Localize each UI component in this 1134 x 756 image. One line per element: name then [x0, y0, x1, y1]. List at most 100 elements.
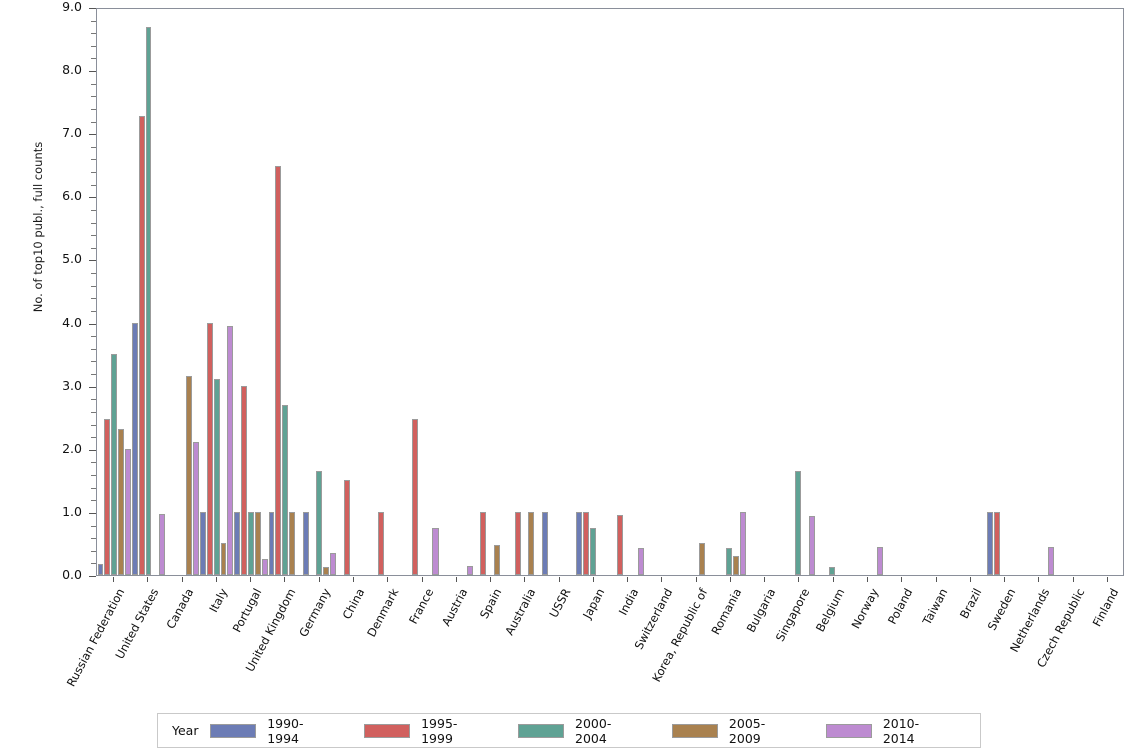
bar-group: [884, 9, 918, 575]
legend-label: 2010-2014: [882, 715, 920, 746]
bar[interactable]: [494, 545, 501, 575]
legend-color-swatch: [364, 723, 411, 738]
y-tick-mark: [91, 538, 96, 540]
x-tick: [850, 577, 884, 583]
y-tick-mark: [89, 260, 96, 262]
bar[interactable]: [986, 511, 993, 575]
bar[interactable]: [200, 511, 206, 575]
bar[interactable]: [412, 418, 419, 575]
x-tick-mark: [627, 577, 629, 582]
bar[interactable]: [432, 527, 439, 575]
bar[interactable]: [227, 325, 234, 575]
bar[interactable]: [316, 470, 323, 575]
x-tick: [336, 577, 370, 583]
y-tick-mark: [91, 285, 96, 287]
x-tick-mark: [1038, 577, 1040, 582]
bar[interactable]: [158, 514, 165, 575]
bar[interactable]: [220, 543, 227, 575]
bar[interactable]: [185, 376, 193, 575]
y-tick-mark: [91, 310, 96, 312]
x-tick-mark: [764, 577, 766, 582]
legend-entry[interactable]: 2010-2014: [826, 716, 970, 746]
bar-group: [781, 9, 815, 575]
y-tick-mark: [91, 45, 96, 47]
x-tick: [439, 577, 473, 583]
legend-label: 2000-2004: [575, 715, 612, 746]
plot-area: [96, 8, 1124, 576]
bar[interactable]: [993, 511, 1000, 575]
x-tick-mark: [455, 577, 457, 582]
bar[interactable]: [808, 516, 815, 575]
bar[interactable]: [699, 543, 706, 575]
bar[interactable]: [590, 527, 597, 575]
bar[interactable]: [1048, 547, 1055, 575]
bar-group-inner: [678, 9, 712, 575]
x-tick-label-text: Finland: [1089, 586, 1122, 629]
bar[interactable]: [583, 511, 590, 575]
bar[interactable]: [193, 442, 200, 575]
x-tick: [953, 577, 987, 583]
bar[interactable]: [829, 567, 836, 575]
bar[interactable]: [528, 511, 535, 575]
bar[interactable]: [131, 322, 138, 575]
bar[interactable]: [124, 448, 131, 575]
x-tick-mark: [695, 577, 697, 582]
y-tick-mark: [91, 20, 96, 22]
bar[interactable]: [733, 556, 740, 575]
bar[interactable]: [617, 515, 624, 575]
bar[interactable]: [289, 511, 296, 575]
bar[interactable]: [576, 511, 583, 575]
x-tick: [987, 577, 1021, 583]
bar-group: [918, 9, 952, 575]
bar[interactable]: [111, 354, 118, 575]
bar[interactable]: [97, 564, 104, 575]
bar[interactable]: [302, 511, 309, 575]
bar[interactable]: [794, 470, 801, 575]
x-tick-label-text: Sweden: [984, 586, 1019, 633]
x-tick-mark: [318, 577, 320, 582]
bar[interactable]: [268, 511, 275, 575]
y-tick-mark: [91, 563, 96, 565]
bar[interactable]: [254, 511, 261, 575]
y-tick-mark: [91, 361, 96, 363]
x-tick-label-text: Portugal: [229, 586, 265, 635]
y-tick-mark: [89, 576, 96, 577]
y-tick-mark: [91, 411, 96, 413]
legend-entries: 1990-1994 1995-1999 2000-2004 2005-2009 2010…: [210, 716, 980, 746]
x-tick-mark: [969, 577, 971, 582]
bar[interactable]: [542, 511, 549, 575]
y-tick-label: 0.0: [62, 567, 82, 582]
bar[interactable]: [466, 565, 473, 575]
bar-group-inner: [268, 9, 302, 575]
legend-entry[interactable]: 1990-1994: [210, 716, 354, 746]
bar-group-inner: [1055, 9, 1089, 575]
legend-entry[interactable]: 2000-2004: [518, 716, 662, 746]
x-tick-label-text: Brazil: [956, 586, 985, 621]
bar[interactable]: [377, 511, 385, 575]
bar[interactable]: [206, 322, 213, 575]
y-tick-label: 5.0: [62, 251, 82, 267]
bar[interactable]: [282, 404, 289, 575]
bar-group: [507, 9, 541, 575]
bar[interactable]: [877, 547, 884, 575]
bar[interactable]: [234, 511, 241, 575]
bar[interactable]: [726, 547, 733, 575]
legend-entry[interactable]: 1995-1999: [364, 716, 508, 746]
bar[interactable]: [514, 511, 521, 575]
bar[interactable]: [138, 116, 145, 575]
legend-entry[interactable]: 2005-2009: [672, 716, 816, 746]
bar[interactable]: [248, 511, 254, 575]
bar[interactable]: [241, 385, 247, 575]
bar[interactable]: [480, 511, 487, 575]
bar[interactable]: [104, 418, 111, 575]
bar[interactable]: [637, 547, 644, 575]
bar[interactable]: [329, 552, 336, 575]
bar[interactable]: [343, 480, 350, 575]
bar[interactable]: [323, 566, 329, 575]
bar[interactable]: [261, 559, 268, 575]
bar[interactable]: [275, 166, 282, 575]
bar[interactable]: [740, 511, 747, 575]
bar[interactable]: [145, 27, 152, 575]
bar[interactable]: [213, 379, 220, 575]
bar[interactable]: [118, 428, 124, 575]
